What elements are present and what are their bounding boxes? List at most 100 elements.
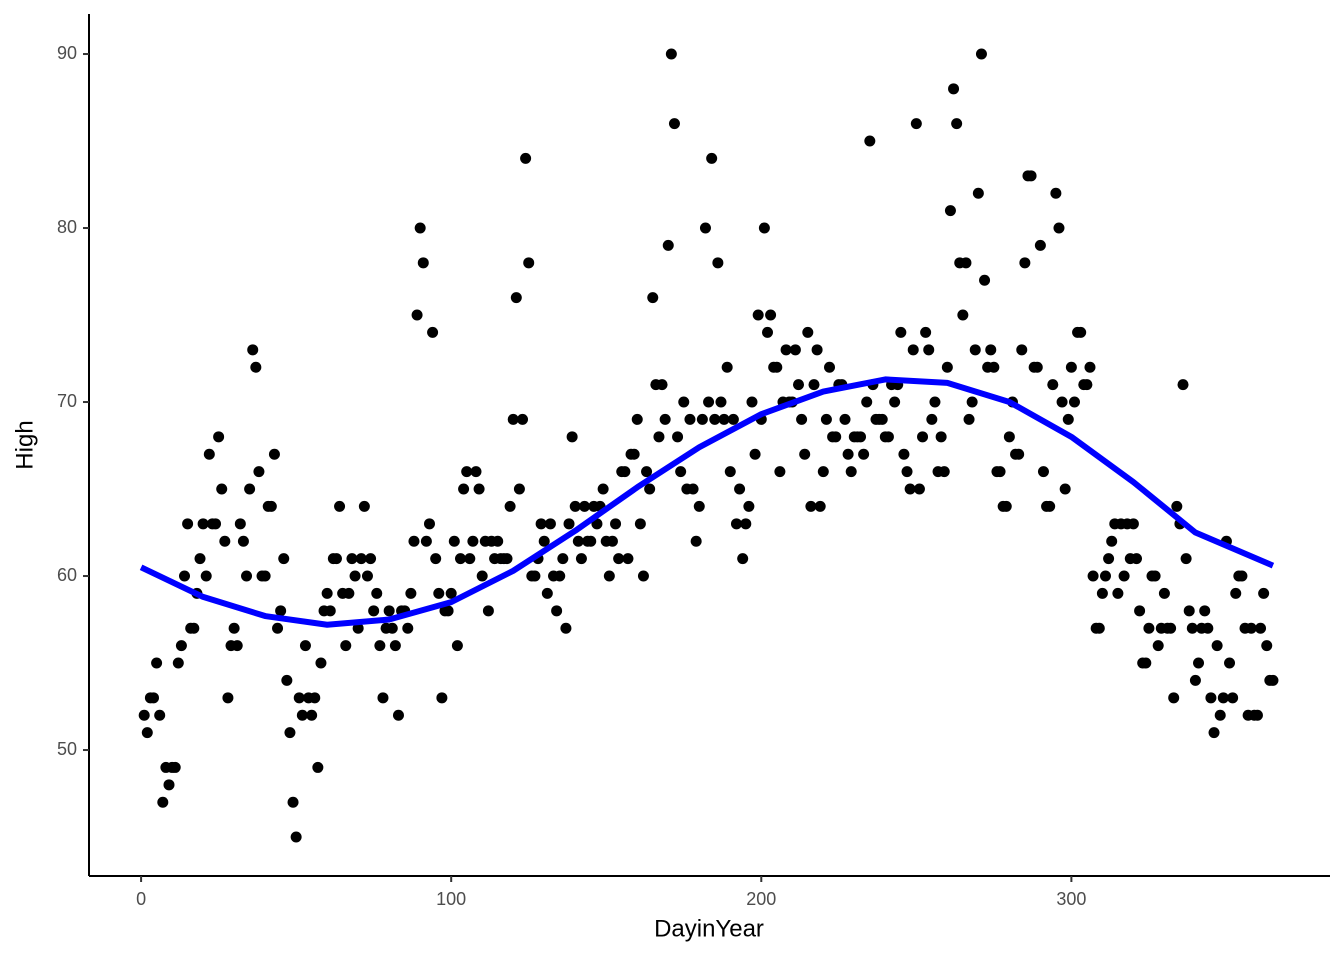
point xyxy=(1065,361,1077,373)
point xyxy=(895,326,907,338)
point xyxy=(969,344,981,356)
point xyxy=(349,570,361,582)
point xyxy=(1199,605,1211,617)
point xyxy=(417,257,429,269)
y-axis-title: High xyxy=(11,420,38,469)
point xyxy=(1134,605,1146,617)
point xyxy=(703,396,715,408)
point xyxy=(1103,553,1115,565)
point xyxy=(727,413,739,425)
point xyxy=(824,361,836,373)
point xyxy=(281,674,293,686)
point xyxy=(504,500,516,512)
point xyxy=(470,466,482,478)
x-tick-label: 200 xyxy=(746,889,776,909)
point xyxy=(951,118,963,130)
point xyxy=(817,466,829,478)
point xyxy=(169,761,181,773)
point xyxy=(361,570,373,582)
point xyxy=(1118,570,1130,582)
point xyxy=(1149,570,1161,582)
point xyxy=(560,622,572,634)
point xyxy=(1050,187,1062,199)
point xyxy=(706,152,718,164)
point xyxy=(606,535,618,547)
point xyxy=(1000,500,1012,512)
point xyxy=(1217,692,1229,704)
point xyxy=(569,500,581,512)
point xyxy=(454,553,466,565)
point xyxy=(1255,622,1267,634)
point xyxy=(414,222,426,234)
point xyxy=(182,518,194,530)
y-tick-label: 50 xyxy=(57,739,77,759)
point xyxy=(250,361,262,373)
point xyxy=(222,692,234,704)
x-tick-label: 100 xyxy=(436,889,466,909)
point xyxy=(864,135,876,147)
point xyxy=(293,692,305,704)
point xyxy=(247,344,259,356)
point xyxy=(448,535,460,547)
point xyxy=(1062,413,1074,425)
point xyxy=(464,553,476,565)
point xyxy=(1189,674,1201,686)
point xyxy=(1053,222,1065,234)
point xyxy=(1227,692,1239,704)
point xyxy=(740,518,752,530)
point xyxy=(392,709,404,721)
point xyxy=(343,587,355,599)
point xyxy=(1202,622,1214,634)
point xyxy=(622,553,634,565)
point xyxy=(312,761,324,773)
point xyxy=(1003,431,1015,443)
point xyxy=(1230,587,1242,599)
point xyxy=(765,309,777,321)
point xyxy=(476,570,488,582)
point xyxy=(696,413,708,425)
point xyxy=(523,257,535,269)
point xyxy=(579,500,591,512)
point xyxy=(898,448,910,460)
point xyxy=(907,344,919,356)
point xyxy=(637,570,649,582)
point xyxy=(231,640,243,652)
point xyxy=(194,553,206,565)
point xyxy=(234,518,246,530)
point xyxy=(154,709,166,721)
point xyxy=(430,553,442,565)
point xyxy=(855,431,867,443)
point xyxy=(287,796,299,808)
point xyxy=(151,657,163,669)
point xyxy=(1127,518,1139,530)
point xyxy=(1056,396,1068,408)
point xyxy=(901,466,913,478)
point xyxy=(188,622,200,634)
point xyxy=(551,605,563,617)
point xyxy=(535,518,547,530)
point xyxy=(724,466,736,478)
point xyxy=(1084,361,1096,373)
point xyxy=(507,413,519,425)
point xyxy=(1047,379,1059,391)
point xyxy=(324,605,336,617)
point xyxy=(1087,570,1099,582)
point xyxy=(330,553,342,565)
point xyxy=(157,796,169,808)
point xyxy=(517,413,529,425)
point xyxy=(268,448,280,460)
point xyxy=(275,605,287,617)
point xyxy=(321,587,333,599)
point xyxy=(1158,587,1170,599)
point xyxy=(544,518,556,530)
point xyxy=(451,640,463,652)
point xyxy=(1251,709,1263,721)
point xyxy=(935,431,947,443)
point xyxy=(647,292,659,304)
point xyxy=(346,553,358,565)
point xyxy=(492,535,504,547)
point xyxy=(147,692,159,704)
point xyxy=(1186,622,1198,634)
point xyxy=(1081,379,1093,391)
